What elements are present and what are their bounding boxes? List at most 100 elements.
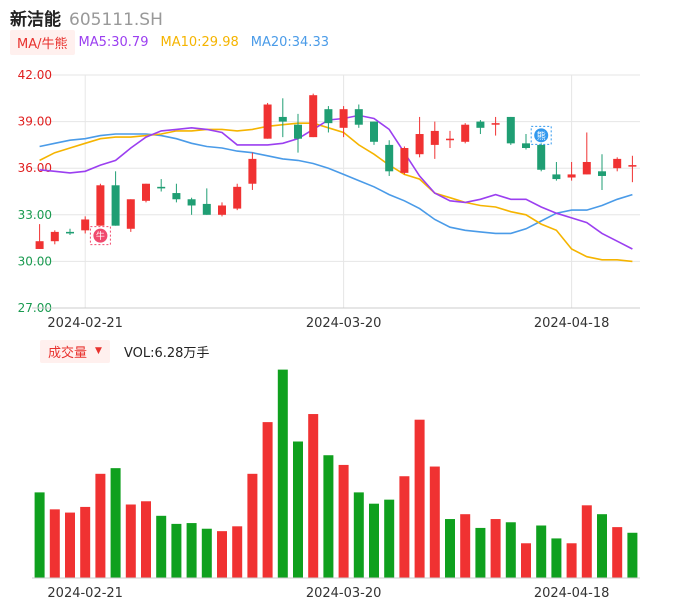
volume-bar <box>201 528 212 578</box>
volume-bar <box>551 538 562 578</box>
volume-bar <box>475 527 486 578</box>
candle-body <box>233 186 242 209</box>
y-tick-label: 39.00 <box>18 115 52 129</box>
ma-indicator-selector[interactable]: MA/牛熊 <box>10 29 75 55</box>
volume-bar <box>581 505 592 578</box>
ma20-legend-label: MA20:34.33 <box>250 34 329 50</box>
candle-body <box>142 183 150 201</box>
badge-circle <box>534 128 549 143</box>
volume-bar <box>110 468 121 578</box>
badge-circle <box>93 228 108 243</box>
candle-body <box>263 104 272 139</box>
x-tick-label: 2024-02-21 <box>47 316 123 331</box>
candle-body <box>613 158 622 169</box>
stock-code: 605111.SH <box>69 10 163 30</box>
candle-body <box>491 123 500 125</box>
x-tick-label: 2024-04-18 <box>534 316 610 331</box>
candle-body <box>157 186 166 189</box>
candle-body <box>370 121 378 142</box>
volume-bar <box>293 441 303 578</box>
candle-body <box>598 171 606 176</box>
volume-legend: 成交量 ▼ VOL:6.28万手 <box>40 339 210 363</box>
volume-value: VOL:6.28万手 <box>123 345 210 361</box>
candle-body <box>537 144 546 170</box>
volume-bar <box>95 473 106 578</box>
candle-body <box>294 124 302 139</box>
candle-body <box>66 231 74 234</box>
volume-bar <box>125 504 136 578</box>
volume-bar <box>566 543 577 578</box>
volume-bar <box>521 543 531 578</box>
volume-bar <box>217 531 227 578</box>
volume-bar <box>323 455 334 578</box>
candle-body <box>400 148 409 173</box>
candle-body <box>552 174 561 180</box>
volume-bar <box>308 414 319 578</box>
candle-body <box>202 203 211 215</box>
ma5-legend-label: MA5:30.79 <box>78 34 149 50</box>
volume-bar <box>536 525 547 578</box>
badge-frame <box>530 125 552 145</box>
ma-legend: MA/牛熊 MA5:30.79 MA10:29.98 MA20:34.33 <box>10 29 337 55</box>
volume-tag-label: 成交量 <box>48 345 88 361</box>
candle-body <box>35 241 44 249</box>
candle-body <box>324 109 333 124</box>
volume-bar <box>627 532 638 578</box>
candle-body <box>187 199 196 206</box>
volume-bar <box>80 506 91 578</box>
volume-bar <box>156 515 167 578</box>
title-row: 新洁能 605111.SH <box>10 5 163 30</box>
y-tick-label: 33.00 <box>18 208 52 222</box>
volume-bar <box>429 466 440 578</box>
volume-x-tick-label: 2024-03-20 <box>306 586 382 601</box>
volume-bar <box>34 492 45 578</box>
volume-bar <box>171 523 182 578</box>
candle-body <box>309 95 318 138</box>
candle-body <box>582 161 591 175</box>
volume-bar <box>186 523 197 578</box>
candle-body <box>81 219 90 231</box>
candle-body <box>461 124 470 142</box>
volume-bar <box>414 419 425 578</box>
candle-body <box>446 138 454 141</box>
volume-bar <box>49 509 60 578</box>
volume-indicator-selector[interactable]: 成交量 ▼ <box>40 339 110 363</box>
bear-badge-label: 熊 <box>537 130 546 142</box>
candle-body <box>218 205 226 215</box>
y-tick-label: 30.00 <box>18 254 52 268</box>
bull-badge-label: 牛 <box>96 230 105 242</box>
y-tick-label: 42.00 <box>18 68 52 82</box>
candle-body <box>522 143 530 149</box>
volume-bar <box>445 519 455 578</box>
volume-bar <box>460 514 471 578</box>
candle-body <box>415 134 424 155</box>
candle-body <box>476 121 485 128</box>
candle-body <box>111 185 120 226</box>
candle-body <box>50 231 59 242</box>
candle-body <box>506 116 515 144</box>
caret-down-icon: ▼ <box>95 346 102 356</box>
ma10-legend-label: MA10:29.98 <box>160 34 239 50</box>
candle-body <box>628 165 637 167</box>
badge-frame <box>89 226 111 246</box>
candle-body <box>126 199 135 229</box>
candle-body <box>278 116 287 122</box>
volume-bar <box>384 499 395 578</box>
volume-bar <box>338 464 349 578</box>
stock-name: 新洁能 <box>10 10 61 30</box>
volume-x-tick-label: 2024-04-18 <box>534 586 610 601</box>
candle-body <box>354 109 363 125</box>
y-tick-label: 36.00 <box>18 161 52 175</box>
ma5-line <box>39 114 633 250</box>
x-tick-label: 2024-03-20 <box>306 316 382 331</box>
volume-bar <box>277 369 288 578</box>
candle-body <box>339 109 348 128</box>
candle-body <box>385 144 394 172</box>
volume-bar <box>232 526 243 578</box>
volume-x-tick-label: 2024-02-21 <box>47 586 123 601</box>
volume-bar <box>65 512 75 578</box>
volume-bar <box>597 514 607 578</box>
volume-bar <box>141 501 151 578</box>
candle-body <box>172 193 181 200</box>
